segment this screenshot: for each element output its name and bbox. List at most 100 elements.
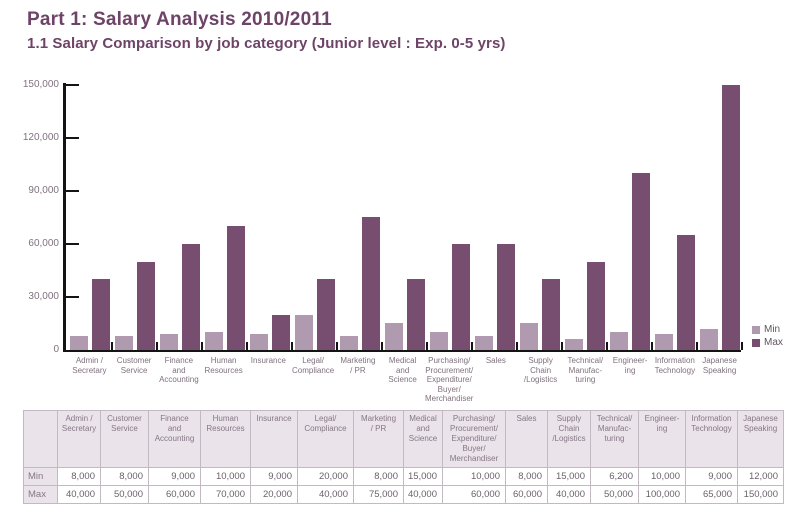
min-bar	[159, 334, 178, 350]
table-cell: 60,000	[442, 485, 506, 504]
min-bar	[339, 336, 358, 350]
x-axis-tick	[696, 342, 698, 350]
x-axis-tick	[246, 342, 248, 350]
min-bar	[114, 336, 133, 350]
legend-label: Max	[764, 337, 783, 348]
bar-series	[67, 85, 742, 350]
max-bar	[226, 226, 245, 350]
bar-group	[517, 85, 562, 350]
table-header-cell: Insurance	[250, 410, 298, 468]
max-bar	[541, 279, 560, 350]
table-cell: 20,000	[297, 467, 354, 486]
table-cell: 40,000	[57, 485, 101, 504]
table-cell: 9,000	[148, 467, 201, 486]
x-axis-label: Legal/Compliance	[292, 356, 335, 375]
bar-group	[697, 85, 742, 350]
min-bar	[699, 329, 718, 350]
y-axis-tick	[66, 137, 79, 139]
x-axis-label: Insurance	[250, 356, 286, 365]
x-axis-label: Sales	[485, 356, 506, 365]
bar-group	[112, 85, 157, 350]
y-axis	[63, 83, 66, 352]
x-axis-tick	[561, 342, 563, 350]
x-axis-tick	[471, 342, 473, 350]
table-cell: 15,000	[403, 467, 443, 486]
table-header-row: Admin / Secretary Customer Service Finance an…	[23, 410, 784, 468]
legend-swatch-max	[752, 338, 760, 347]
row-label: Min	[23, 467, 58, 486]
bar-group	[67, 85, 112, 350]
table-cell: 12,000	[737, 467, 784, 486]
y-axis-tick	[66, 190, 79, 192]
bar-group	[157, 85, 202, 350]
y-axis-tick-label: 60,000	[28, 238, 59, 249]
x-axis-tick	[111, 342, 113, 350]
max-bar	[181, 244, 200, 350]
table-cell: 65,000	[685, 485, 738, 504]
table-row-min: Min 8,000 8,000 9,000 10,000 9,000 20,000 8,000…	[23, 467, 784, 486]
x-axis-tick	[336, 342, 338, 350]
x-axis-tick	[156, 342, 158, 350]
table-header-cell: Human Resources	[200, 410, 251, 468]
min-bar	[249, 334, 268, 350]
table-cell: 9,000	[685, 467, 738, 486]
bar-group	[607, 85, 652, 350]
x-axis-label: Finance and Accounting	[159, 356, 199, 384]
x-axis-tick	[606, 342, 608, 350]
min-bar	[609, 332, 628, 350]
table-cell: 6,200	[590, 467, 639, 486]
max-bar	[136, 262, 155, 350]
page-title: Part 1: Salary Analysis 2010/2011	[27, 9, 332, 30]
min-bar	[69, 336, 88, 350]
max-bar	[676, 235, 695, 350]
table-header-cell: Admin / Secretary	[57, 410, 101, 468]
bar-group	[427, 85, 472, 350]
table-cell: 75,000	[353, 485, 404, 504]
table-header-cell: Technical/Manufac-turing	[590, 410, 639, 468]
x-axis-tick	[516, 342, 518, 350]
table-cell: 9,000	[250, 467, 298, 486]
table-header-cell: Supply Chain/Logistics	[547, 410, 591, 468]
max-bar	[316, 279, 335, 350]
table-cell: 10,000	[638, 467, 686, 486]
table-header-cell: Sales	[505, 410, 548, 468]
max-bar	[361, 217, 380, 350]
x-axis-label: Engineer-ing	[612, 356, 648, 375]
x-axis-label: Human Resources	[204, 356, 243, 375]
bar-group	[247, 85, 292, 350]
x-axis-label: Information Technology	[654, 356, 696, 375]
table-cell: 60,000	[148, 485, 201, 504]
table-header-cell: Finance and Accounting	[148, 410, 201, 468]
max-bar	[271, 315, 290, 350]
table-header-cell: Medical and Science	[403, 410, 443, 468]
max-bar	[721, 85, 740, 350]
table-cell: 50,000	[590, 485, 639, 504]
bar-group	[337, 85, 382, 350]
bar-group	[472, 85, 517, 350]
page-subtitle: 1.1 Salary Comparison by job category (J…	[27, 35, 506, 52]
x-axis-labels: Admin / Secretary Customer Service Finance an…	[67, 356, 742, 404]
min-bar	[294, 315, 313, 350]
salary-table: Admin / Secretary Customer Service Finance an…	[23, 410, 784, 504]
x-axis-tick	[741, 342, 743, 350]
legend-item: Min	[752, 323, 783, 336]
table-header-cell: Customer Service	[100, 410, 149, 468]
legend-label: Min	[764, 324, 781, 335]
max-bar	[496, 244, 515, 350]
table-cell: 8,000	[100, 467, 149, 486]
bar-group	[292, 85, 337, 350]
x-axis-label: Technical/Manufac-turing	[567, 356, 604, 384]
table-cell: 8,000	[505, 467, 548, 486]
x-axis-tick	[651, 342, 653, 350]
y-axis-tick-label: 30,000	[28, 291, 59, 302]
table-cell: 150,000	[737, 485, 784, 504]
x-axis-label: Supply Chain/Logistics	[523, 356, 558, 384]
y-axis-tick	[66, 296, 79, 298]
max-bar	[406, 279, 425, 350]
min-bar	[204, 332, 223, 350]
table-header-cell: Japanese Speaking	[737, 410, 784, 468]
table-header-cell: Purchasing/Procurement/Expenditure/Buyer…	[442, 410, 506, 468]
x-axis-label: Admin / Secretary	[72, 356, 107, 375]
max-bar	[91, 279, 110, 350]
legend-item: Max	[752, 336, 783, 349]
